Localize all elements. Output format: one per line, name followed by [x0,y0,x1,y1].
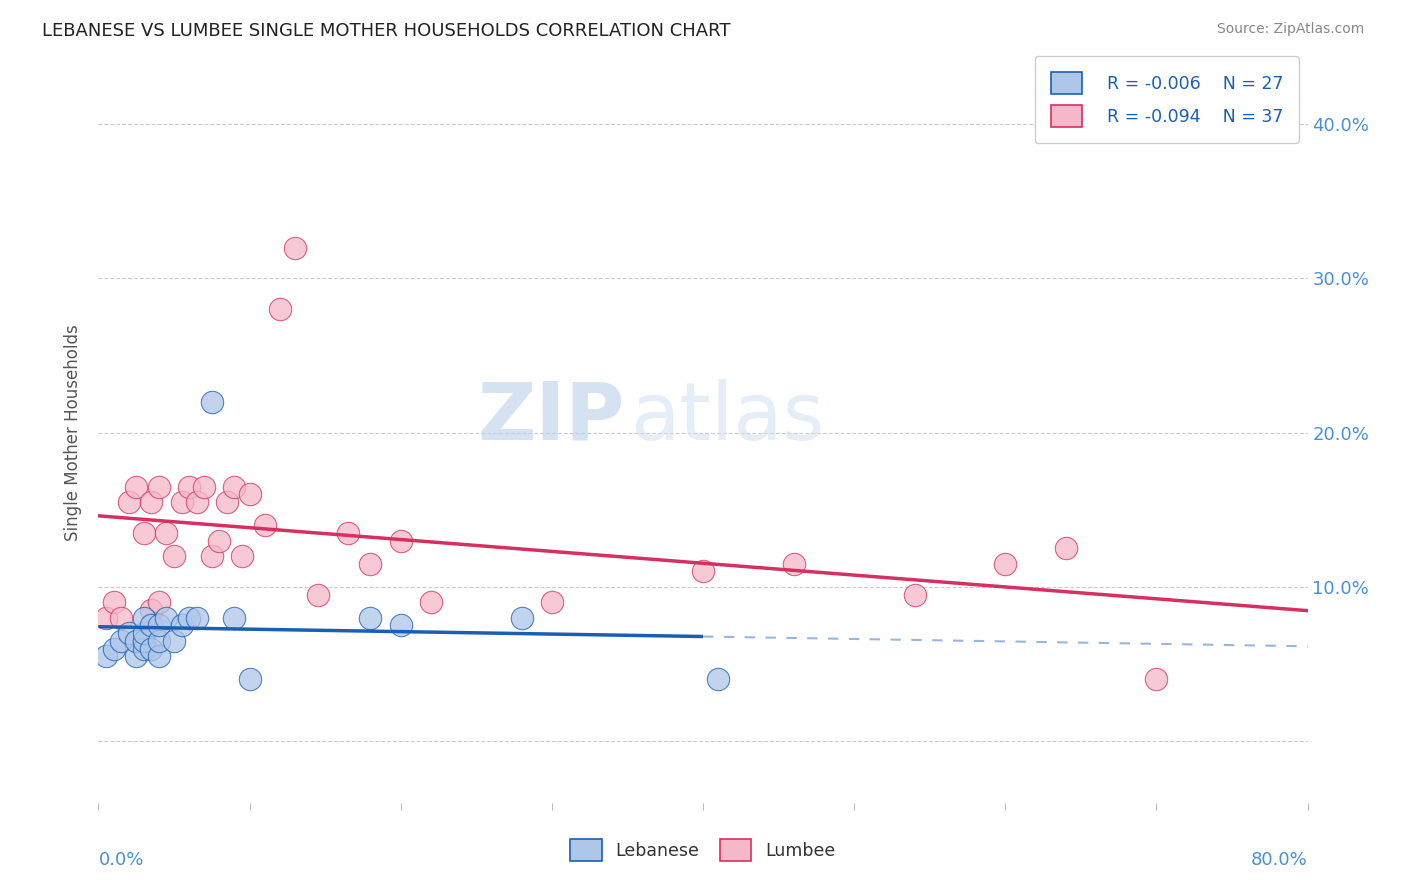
Point [148,480,170,494]
Point [269,302,291,317]
Point [201,549,224,563]
Point [201,394,224,409]
Point [994,557,1017,571]
Point [155,525,177,540]
Point [420,595,443,609]
Point [163,633,186,648]
Point [118,626,141,640]
Point [336,525,359,540]
Point [141,603,163,617]
Point [118,495,141,509]
Point [215,495,238,509]
Point [360,557,382,571]
Point [155,610,177,624]
Point [360,610,382,624]
Point [141,618,163,632]
Point [389,533,412,548]
Point [132,633,155,648]
Point [692,565,714,579]
Text: atlas: atlas [630,379,825,457]
Point [94,610,117,624]
Point [186,610,208,624]
Point [224,480,246,494]
Point [132,525,155,540]
Point [110,610,132,624]
Point [510,610,533,624]
Point [170,618,193,632]
Point [208,533,231,548]
Point [148,595,170,609]
Text: 80.0%: 80.0% [1251,851,1308,869]
Point [224,610,246,624]
Point [94,649,117,664]
Point [125,633,148,648]
Text: LEBANESE VS LUMBEE SINGLE MOTHER HOUSEHOLDS CORRELATION CHART: LEBANESE VS LUMBEE SINGLE MOTHER HOUSEHO… [42,22,731,40]
Point [141,495,163,509]
Point [148,618,170,632]
Point [307,588,329,602]
Point [904,588,927,602]
Text: 0.0%: 0.0% [98,851,143,869]
Point [148,633,170,648]
Point [110,633,132,648]
Point [783,557,806,571]
Point [231,549,253,563]
Legend: Lebanese, Lumbee: Lebanese, Lumbee [564,832,842,868]
Text: Source: ZipAtlas.com: Source: ZipAtlas.com [1216,22,1364,37]
Point [1144,673,1167,687]
Point [179,480,201,494]
Point [707,673,730,687]
Point [239,487,262,501]
Y-axis label: Single Mother Households: Single Mother Households [65,325,83,541]
Point [148,649,170,664]
Point [239,673,262,687]
Point [132,626,155,640]
Point [284,240,307,255]
Point [132,641,155,656]
Point [125,649,148,664]
Point [253,518,276,533]
Point [170,495,193,509]
Point [103,595,125,609]
Point [389,618,412,632]
Point [125,480,148,494]
Point [103,641,125,656]
Point [132,610,155,624]
Point [179,610,201,624]
Point [163,549,186,563]
Point [141,641,163,656]
Point [1054,541,1077,556]
Point [186,495,208,509]
Point [193,480,215,494]
Point [540,595,562,609]
Text: ZIP: ZIP [477,379,624,457]
